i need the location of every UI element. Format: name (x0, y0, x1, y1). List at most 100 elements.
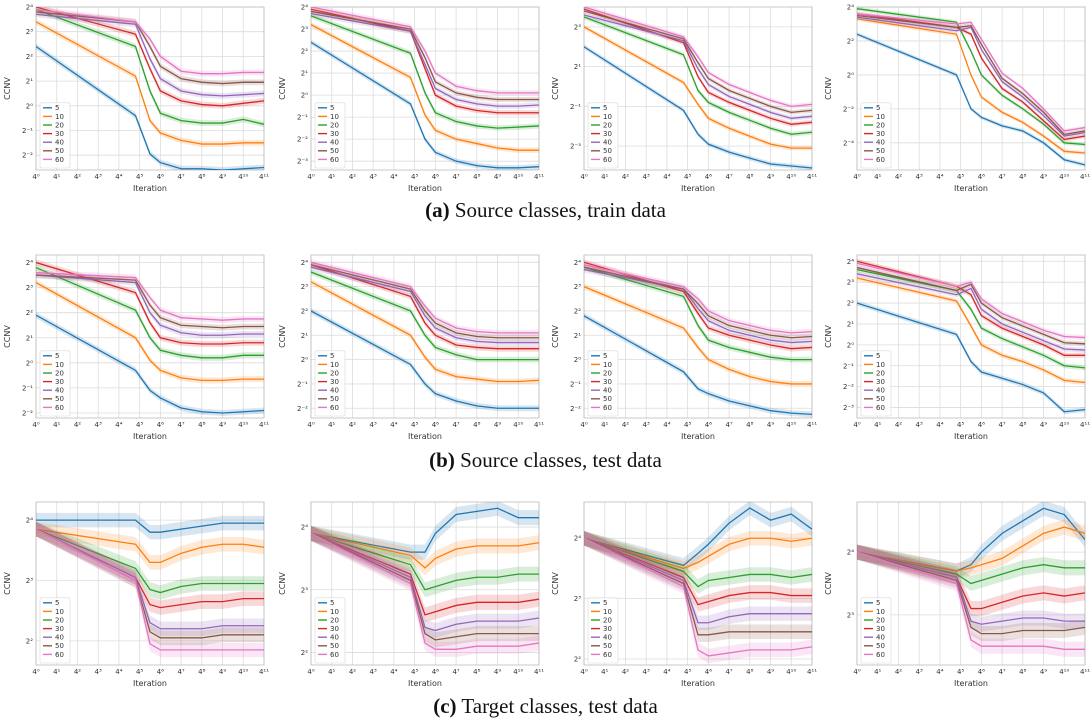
series-line-60 (36, 528, 264, 651)
x-tick-label: 4⁸ (198, 173, 205, 181)
x-tick-label: 4⁴ (115, 668, 122, 676)
y-tick-label: 2¹ (847, 320, 854, 328)
legend-label: 10 (55, 608, 64, 616)
y-tick-label: 2¹ (574, 332, 581, 340)
x-tick-label: 4² (349, 421, 356, 429)
x-tick-label: 4⁴ (390, 668, 397, 676)
x-axis-label: Iteration (681, 184, 715, 193)
series-line-50 (36, 528, 264, 639)
legend-label: 40 (330, 139, 339, 147)
x-tick-label: 4¹⁰ (238, 421, 248, 429)
series-band-50 (311, 8, 539, 103)
y-tick-label: 2¹ (301, 70, 308, 78)
y-tick-label: 2⁰ (26, 359, 33, 367)
plot-frame (35, 6, 265, 171)
y-tick-label: 2⁰ (847, 341, 854, 349)
legend-label: 5 (330, 599, 334, 607)
caption-a-text: Source classes, train data (449, 198, 666, 222)
x-tick-label: 4⁹ (219, 173, 226, 181)
x-tick-label: 4⁵ (136, 421, 143, 429)
x-tick-label: 4⁸ (473, 173, 480, 181)
x-tick-label: 4⁰ (307, 421, 314, 429)
x-tick-label: 4⁷ (452, 173, 459, 181)
caption-b-label: (b) (429, 448, 455, 472)
series-line-40 (857, 273, 1085, 351)
x-tick-label: 4⁹ (767, 173, 774, 181)
series-line-30 (311, 532, 539, 616)
x-axis-label: Iteration (133, 184, 167, 193)
x-tick-label: 4⁸ (473, 668, 480, 676)
series-band-50 (36, 521, 264, 646)
series-line-10 (857, 526, 1085, 572)
series-line-50 (584, 10, 812, 114)
series-line-50 (584, 266, 812, 339)
y-tick-label: 2⁴ (574, 259, 581, 267)
x-tick-label: 4⁴ (390, 173, 397, 181)
series-band-10 (584, 283, 812, 387)
legend-label: 30 (330, 625, 339, 633)
y-tick-label: 2⁰ (301, 356, 308, 364)
y-tick-label: 2³ (847, 279, 854, 287)
x-tick-label: 4² (622, 421, 629, 429)
x-tick-label: 4³ (916, 173, 923, 181)
x-tick-label: 4³ (95, 173, 102, 181)
legend-label: 60 (330, 651, 339, 659)
x-tick-label: 4¹⁰ (238, 173, 248, 181)
chart-panel-12: 4⁰ 4¹ 4² 4³ 4⁴ 4⁵ 4⁶ 4⁷ 4⁸ 4⁹ 4¹⁰ 4¹¹ 2⁴ 2³ Iteration C… (824, 501, 1090, 688)
series-line-60 (36, 8, 264, 75)
y-tick-label: 2² (301, 307, 308, 315)
series-line-10 (311, 532, 539, 569)
y-tick-label: 2⁻² (843, 105, 854, 113)
x-tick-label: 4³ (95, 421, 102, 429)
y-axis-label: CCNV (551, 572, 560, 595)
x-tick-label: 4⁹ (219, 668, 226, 676)
y-tick-label: 2¹ (26, 334, 33, 342)
series-line-30 (36, 528, 264, 609)
series-band-10 (311, 525, 539, 576)
plot-frame (856, 6, 1086, 171)
series-band-30 (36, 521, 264, 615)
series-band-50 (584, 530, 812, 643)
legend-label: 5 (876, 599, 880, 607)
legend-label: 20 (876, 369, 885, 377)
x-tick-label: 4⁰ (32, 668, 39, 676)
x-tick-label: 4¹⁰ (786, 173, 796, 181)
x-tick-label: 4¹⁰ (786, 421, 796, 429)
legend-label: 30 (876, 625, 885, 633)
legend-label: 30 (603, 130, 612, 138)
x-tick-label: 4⁴ (390, 421, 397, 429)
x-tick-label: 4⁹ (494, 668, 501, 676)
legend-label: 20 (603, 369, 612, 377)
legend (860, 597, 892, 664)
series-line-10 (311, 24, 539, 151)
x-tick-label: 4⁸ (473, 421, 480, 429)
x-tick-label: 4⁵ (684, 421, 691, 429)
legend-label: 50 (876, 147, 885, 155)
x-tick-label: 4¹¹ (1080, 668, 1090, 676)
x-tick-label: 4⁴ (663, 668, 670, 676)
series-line-60 (584, 264, 812, 334)
x-axis-label: Iteration (681, 432, 715, 441)
series-line-30 (857, 551, 1085, 610)
x-tick-label: 4¹ (328, 421, 335, 429)
legend-label: 20 (330, 616, 339, 624)
legend-label: 20 (603, 616, 612, 624)
legend-label: 5 (55, 352, 59, 360)
legend-label: 30 (330, 378, 339, 386)
legend-label: 40 (876, 387, 885, 395)
legend-label: 50 (330, 642, 339, 650)
legend (39, 102, 71, 169)
x-tick-label: 4¹¹ (534, 421, 544, 429)
caption-a-label: (a) (425, 198, 450, 222)
legend-label: 20 (603, 121, 612, 129)
x-tick-label: 4⁷ (177, 668, 184, 676)
x-tick-label: 4³ (916, 421, 923, 429)
y-axis-label: CCNV (3, 77, 12, 100)
series-band-40 (857, 271, 1085, 353)
series-line-20 (857, 268, 1085, 369)
series-band-10 (36, 18, 264, 148)
series-line-40 (857, 551, 1085, 625)
legend-label: 50 (330, 147, 339, 155)
x-tick-label: 4⁵ (411, 173, 418, 181)
x-tick-label: 4² (895, 173, 902, 181)
